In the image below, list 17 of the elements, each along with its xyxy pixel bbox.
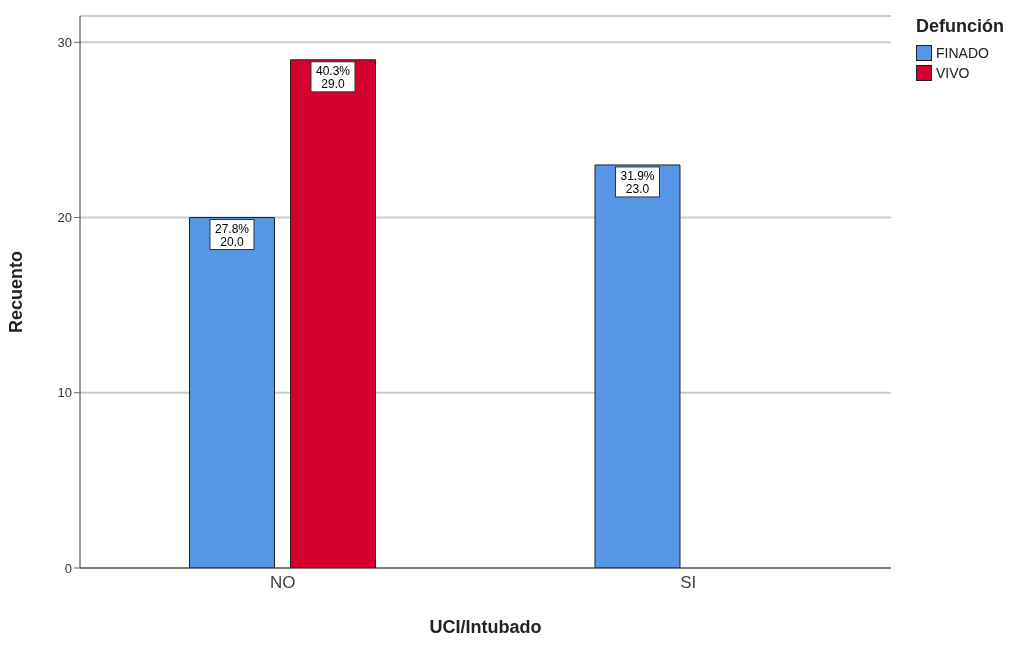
legend-label: FINADO <box>936 45 989 61</box>
legend-title: Defunción <box>916 16 1004 37</box>
y-tick-label: 20 <box>57 210 72 226</box>
data-label: 40.3% 29.0 <box>315 63 351 91</box>
bar <box>289 59 376 568</box>
x-axis-title: UCI/Intubado <box>429 617 542 637</box>
x-tick-label: NO <box>270 573 296 593</box>
y-tick-label: 10 <box>57 385 72 401</box>
data-label: 27.8% 20.0 <box>214 221 250 249</box>
y-axis-title: Recuento <box>6 250 27 334</box>
y-tick-label: 0 <box>64 560 72 576</box>
data-label: 31.9% 23.0 <box>620 168 655 196</box>
y-tick-label: 30 <box>57 34 72 50</box>
legend-label: VIVO <box>936 65 970 81</box>
x-tick-label: SI <box>680 573 697 593</box>
bar <box>594 164 681 568</box>
bar <box>188 217 275 568</box>
